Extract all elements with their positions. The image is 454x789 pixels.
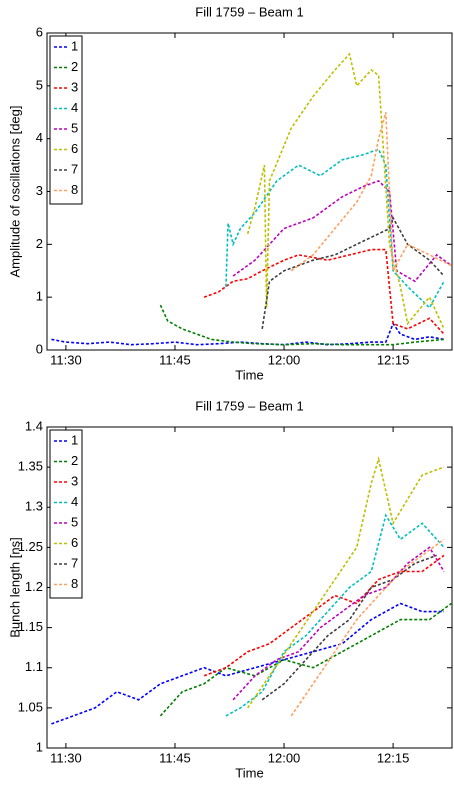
plot-area xyxy=(51,52,452,346)
series-line xyxy=(203,554,445,677)
legend-label: 3 xyxy=(71,79,78,94)
series-line xyxy=(232,179,452,283)
y-tick-label: 3 xyxy=(36,183,43,198)
legend-box xyxy=(49,429,83,599)
legend-label: 2 xyxy=(71,59,78,74)
legend-label: 4 xyxy=(71,494,78,509)
y-tick-label: 1.15 xyxy=(18,619,43,634)
series-line xyxy=(247,455,445,709)
y-tick-label: 2 xyxy=(36,236,43,251)
legend-label: 6 xyxy=(71,141,78,156)
y-tick-label: 5 xyxy=(36,77,43,92)
y-axis-label: Amplitude of oscillations [deg] xyxy=(7,106,22,278)
series-line xyxy=(225,148,445,310)
legend-label: 7 xyxy=(71,555,78,570)
legend-label: 8 xyxy=(71,182,78,197)
legend-label: 4 xyxy=(71,100,78,115)
x-tick-label: 11:30 xyxy=(50,352,82,367)
y-axis-label: Bunch length [ns] xyxy=(7,537,22,637)
y-tick-label: 1.1 xyxy=(25,659,43,674)
y-tick-label: 4 xyxy=(36,130,43,145)
legend-label: 7 xyxy=(71,161,78,176)
legend-label: 1 xyxy=(71,38,78,53)
y-tick-label: 1 xyxy=(36,289,43,304)
legend-label: 8 xyxy=(71,576,78,591)
series-line xyxy=(203,248,445,335)
series-line xyxy=(159,602,452,717)
x-axis-label: Time xyxy=(235,765,263,780)
y-tick-label: 1.25 xyxy=(18,539,43,554)
y-tick-label: 0 xyxy=(36,341,43,356)
series-line xyxy=(261,554,437,701)
x-tick-label: 11:45 xyxy=(159,352,191,367)
y-tick-label: 1.3 xyxy=(25,499,43,514)
series-line xyxy=(290,112,452,274)
x-tick-label: 12:15 xyxy=(377,750,410,765)
y-tick-label: 1.4 xyxy=(25,418,43,433)
y-tick-label: 1.05 xyxy=(18,699,43,714)
legend-label: 1 xyxy=(71,432,78,447)
legend-label: 2 xyxy=(71,453,78,468)
x-axis-label: Time xyxy=(235,367,263,382)
legend-label: 5 xyxy=(71,120,78,135)
chart-title: Fill 1759 – Beam 1 xyxy=(195,4,303,19)
y-tick-label: 1.2 xyxy=(25,579,43,594)
series-line xyxy=(246,52,445,330)
series-line xyxy=(261,215,445,330)
series-line xyxy=(51,321,445,346)
x-tick-label: 12:00 xyxy=(268,750,301,765)
legend-box xyxy=(49,35,83,205)
x-tick-label: 11:45 xyxy=(159,750,191,765)
x-tick-label: 12:15 xyxy=(377,352,410,367)
plot-area xyxy=(51,455,452,725)
legend-label: 5 xyxy=(71,514,78,529)
legend-label: 3 xyxy=(71,473,78,488)
subplot: Fill 1759 – Beam 1 Time Amplitude of oscil… xyxy=(7,4,453,382)
x-tick-label: 12:00 xyxy=(268,352,301,367)
series-line xyxy=(225,513,445,717)
series-line xyxy=(159,304,445,346)
legend-label: 6 xyxy=(71,535,78,550)
series-line xyxy=(290,538,445,717)
axes-box xyxy=(46,426,453,749)
y-tick-label: 6 xyxy=(36,24,43,39)
series-line xyxy=(51,602,444,725)
x-tick-label: 11:30 xyxy=(50,750,82,765)
chart-title: Fill 1759 – Beam 1 xyxy=(195,398,303,413)
axes-box xyxy=(46,32,453,351)
y-tick-label: 1 xyxy=(36,739,43,754)
y-tick-label: 1.35 xyxy=(18,459,43,474)
series-line xyxy=(232,546,445,701)
